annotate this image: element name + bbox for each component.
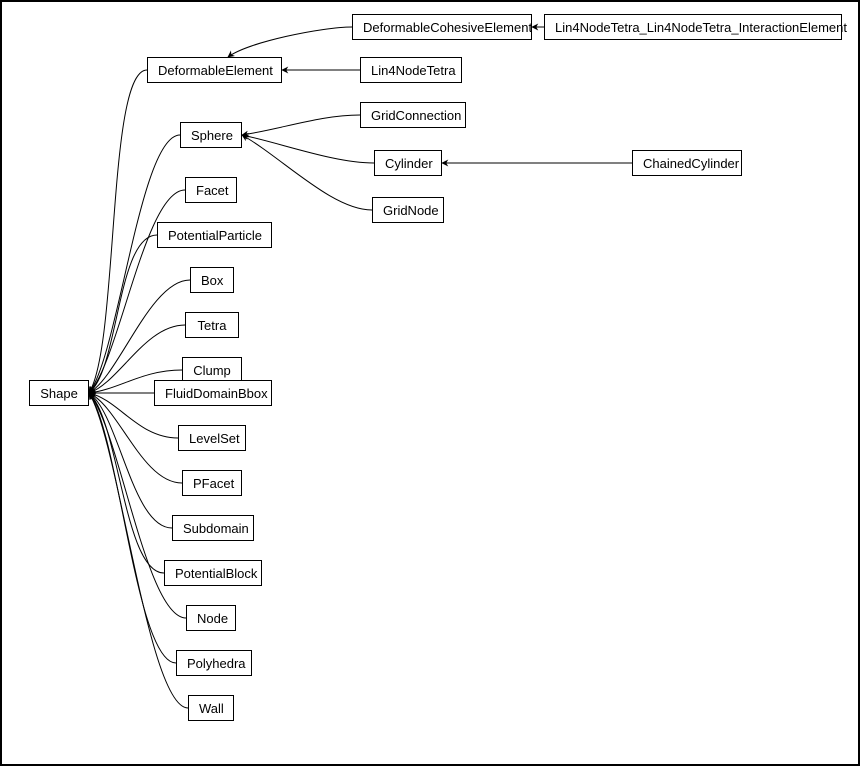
node-tetra: Tetra (185, 312, 239, 338)
edge-box-to-shape (89, 280, 190, 393)
node-pfacet: PFacet (182, 470, 242, 496)
node-wall: Wall (188, 695, 234, 721)
edge-gridnode-to-sphere (242, 135, 372, 210)
node-chainedcyl: ChainedCylinder (632, 150, 742, 176)
edge-cylinder-to-sphere (242, 135, 374, 163)
edge-pfacet-to-shape (89, 393, 182, 483)
node-fdb: FluidDomainBbox (154, 380, 272, 406)
edge-subdomain-to-shape (89, 393, 172, 528)
edge-gridconn-to-sphere (242, 115, 360, 135)
edge-sphere-to-shape (89, 135, 180, 393)
node-box: Box (190, 267, 234, 293)
node-potblock: PotentialBlock (164, 560, 262, 586)
node-subdomain: Subdomain (172, 515, 254, 541)
edge-facet-to-shape (89, 190, 185, 393)
edge-wall-to-shape (89, 393, 188, 708)
edge-potblock-to-shape (89, 393, 164, 573)
node-node: Node (186, 605, 236, 631)
node-deformable: DeformableElement (147, 57, 282, 83)
edge-deformable-to-shape (89, 70, 147, 393)
node-gridnode: GridNode (372, 197, 444, 223)
node-cylinder: Cylinder (374, 150, 442, 176)
edge-potpart-to-shape (89, 235, 157, 393)
edge-polyhedra-to-shape (89, 393, 176, 663)
node-facet: Facet (185, 177, 237, 203)
node-lin4tetra: Lin4NodeTetra (360, 57, 462, 83)
node-potpart: PotentialParticle (157, 222, 272, 248)
diagram-canvas: Shape DeformableElement Sphere Facet Potenti… (0, 0, 860, 766)
node-lin4interact: Lin4NodeTetra_Lin4NodeTetra_InteractionE… (544, 14, 842, 40)
node-shape: Shape (29, 380, 89, 406)
node-polyhedra: Polyhedra (176, 650, 252, 676)
node-levelset: LevelSet (178, 425, 246, 451)
node-defcohesive: DeformableCohesiveElement (352, 14, 532, 40)
node-sphere: Sphere (180, 122, 242, 148)
node-gridconn: GridConnection (360, 102, 466, 128)
edge-defcohesive-to-deformable (228, 27, 352, 57)
